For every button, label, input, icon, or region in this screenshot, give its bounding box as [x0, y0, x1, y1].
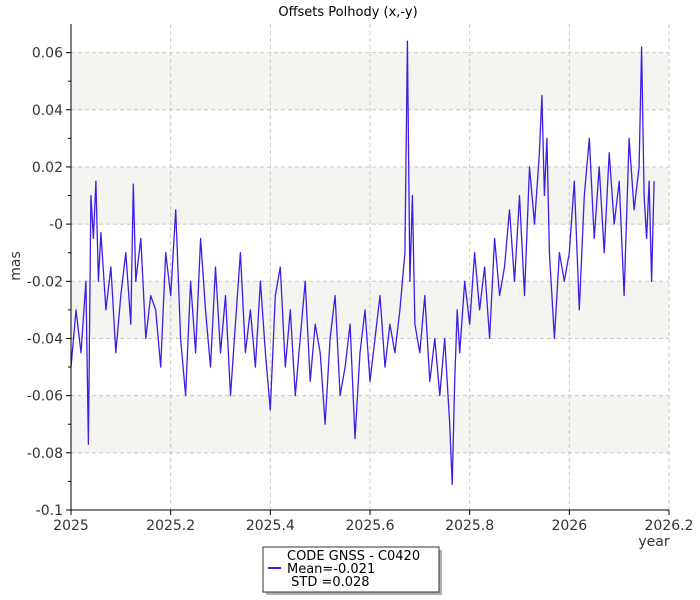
x-tick-label: 2025.2: [146, 518, 195, 534]
grid: [71, 24, 670, 510]
x-ticks: 2025 2025.2 2025.4 2025.6 2025.8 2026 2026.2: [53, 510, 694, 534]
y-tick-label: 0.02: [32, 160, 63, 176]
y-tick-label: -0.06: [27, 389, 63, 405]
y-tick-label: 0.04: [32, 103, 63, 119]
x-tick-label: 2025.8: [445, 518, 494, 534]
x-tick-label: 2025.6: [346, 518, 395, 534]
y-tick-label: 0.06: [32, 46, 63, 62]
x-tick-label: 2026.2: [645, 518, 694, 534]
x-axis-label: year: [638, 534, 669, 550]
y-tick-label: -0: [49, 217, 63, 233]
chart-title: Offsets Polhody (x,-y): [278, 5, 417, 20]
y-tick-label: -0.02: [27, 274, 63, 290]
legend-box: [262, 546, 440, 593]
series-group: [70, 40, 655, 485]
legend-mean: Mean=-0.021: [287, 562, 375, 577]
y-axis-label: mas: [8, 251, 24, 281]
x-tick-label: 2025.4: [246, 518, 295, 534]
series-line: [70, 40, 655, 485]
legend: CODE GNSS - C0420 Mean=-0.021 STD =0.028: [262, 546, 442, 595]
y-tick-label: -0.08: [27, 446, 63, 462]
y-ticks: -0.1 -0.08 -0.06 -0.04 -0.02 -0 0.02 0.04 0.06: [27, 46, 71, 519]
y-tick-label: -0.04: [27, 331, 63, 347]
legend-series-name: CODE GNSS - C0420: [287, 549, 420, 564]
y-tick-label: -0.1: [36, 503, 63, 519]
legend-std: STD =0.028: [287, 575, 370, 590]
x-tick-label: 2025: [53, 518, 89, 534]
x-tick-label: 2026: [552, 518, 588, 534]
